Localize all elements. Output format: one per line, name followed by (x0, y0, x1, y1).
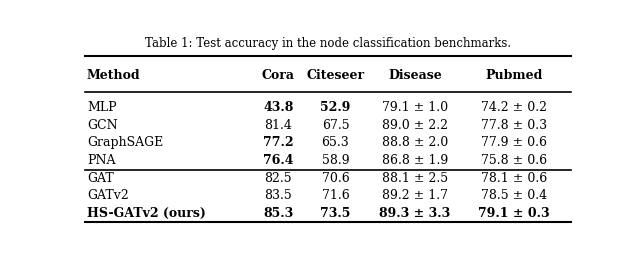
Text: Disease: Disease (388, 69, 442, 82)
Text: 43.8: 43.8 (263, 101, 294, 114)
Text: 77.8 ± 0.3: 77.8 ± 0.3 (481, 119, 547, 132)
Text: 81.4: 81.4 (264, 119, 292, 132)
Text: GCN: GCN (87, 119, 118, 132)
Text: PNA: PNA (87, 154, 115, 167)
Text: 74.2 ± 0.2: 74.2 ± 0.2 (481, 101, 547, 114)
Text: HS-GATv2 (ours): HS-GATv2 (ours) (87, 207, 206, 220)
Text: 89.0 ± 2.2: 89.0 ± 2.2 (382, 119, 448, 132)
Text: 85.3: 85.3 (263, 207, 294, 220)
Text: 88.1 ± 2.5: 88.1 ± 2.5 (381, 171, 448, 185)
Text: 67.5: 67.5 (322, 119, 349, 132)
Text: 65.3: 65.3 (321, 136, 349, 149)
Text: 73.5: 73.5 (320, 207, 351, 220)
Text: 77.9 ± 0.6: 77.9 ± 0.6 (481, 136, 547, 149)
Text: 58.9: 58.9 (322, 154, 349, 167)
Text: 82.5: 82.5 (264, 171, 292, 185)
Text: 76.4: 76.4 (263, 154, 294, 167)
Text: Table 1: Test accuracy in the node classification benchmarks.: Table 1: Test accuracy in the node class… (145, 37, 511, 50)
Text: GraphSAGE: GraphSAGE (87, 136, 163, 149)
Text: 86.8 ± 1.9: 86.8 ± 1.9 (381, 154, 448, 167)
Text: 70.6: 70.6 (321, 171, 349, 185)
Text: GAT: GAT (87, 171, 114, 185)
Text: 78.1 ± 0.6: 78.1 ± 0.6 (481, 171, 547, 185)
Text: MLP: MLP (87, 101, 116, 114)
Text: 79.1 ± 0.3: 79.1 ± 0.3 (478, 207, 550, 220)
Text: 88.8 ± 2.0: 88.8 ± 2.0 (381, 136, 448, 149)
Text: Method: Method (87, 69, 141, 82)
Text: 78.5 ± 0.4: 78.5 ± 0.4 (481, 189, 547, 202)
Text: 89.2 ± 1.7: 89.2 ± 1.7 (382, 189, 448, 202)
Text: 79.1 ± 1.0: 79.1 ± 1.0 (381, 101, 448, 114)
Text: 75.8 ± 0.6: 75.8 ± 0.6 (481, 154, 547, 167)
Text: 52.9: 52.9 (320, 101, 351, 114)
Text: GATv2: GATv2 (87, 189, 129, 202)
Text: 77.2: 77.2 (263, 136, 294, 149)
Text: Pubmed: Pubmed (485, 69, 543, 82)
Text: Cora: Cora (262, 69, 295, 82)
Text: 71.6: 71.6 (321, 189, 349, 202)
Text: 83.5: 83.5 (264, 189, 292, 202)
Text: 89.3 ± 3.3: 89.3 ± 3.3 (379, 207, 451, 220)
Text: Citeseer: Citeseer (307, 69, 365, 82)
